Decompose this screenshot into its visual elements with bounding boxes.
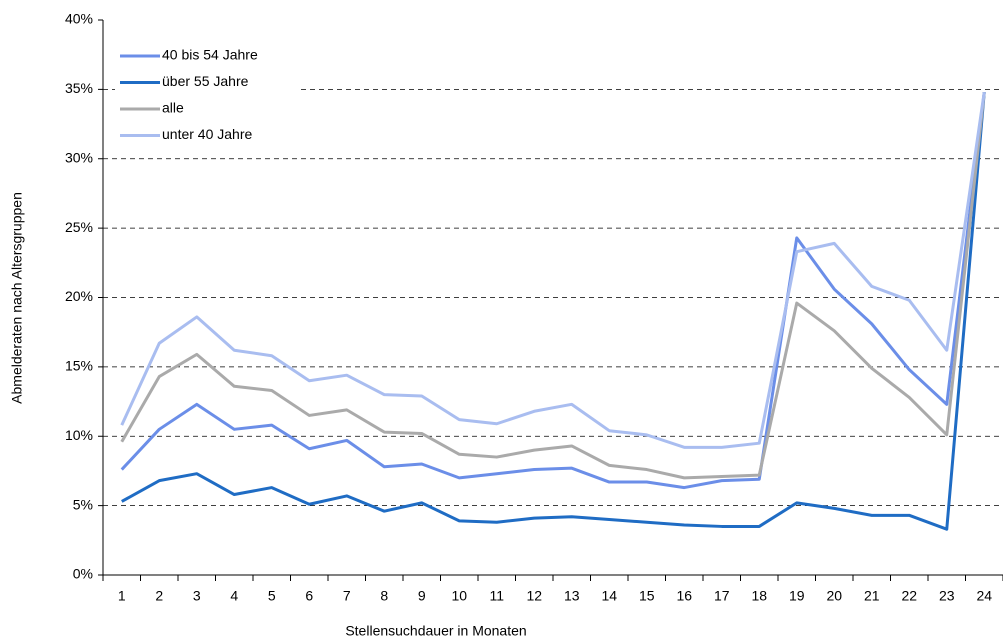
y-axis-label: Abmelderaten nach Altersgruppen bbox=[9, 192, 25, 404]
x-tick-label: 23 bbox=[939, 588, 955, 604]
x-tick-label: 3 bbox=[193, 588, 201, 604]
x-axis-label: Stellensuchdauer in Monaten bbox=[345, 623, 526, 639]
y-tick-label: 5% bbox=[73, 496, 93, 512]
x-tick-label: 1 bbox=[118, 588, 126, 604]
x-tick-label: 12 bbox=[526, 588, 542, 604]
x-tick-label: 6 bbox=[305, 588, 313, 604]
series-line bbox=[120, 91, 986, 449]
y-tick-label: 0% bbox=[73, 566, 93, 582]
series-line bbox=[120, 91, 986, 480]
legend-label: unter 40 Jahre bbox=[162, 126, 252, 142]
x-tick-label: 2 bbox=[155, 588, 163, 604]
x-tick-label: 18 bbox=[751, 588, 767, 604]
x-tick-label: 22 bbox=[901, 588, 917, 604]
y-tick-label: 35% bbox=[65, 80, 93, 96]
y-tick-label: 15% bbox=[65, 358, 93, 374]
legend-label: alle bbox=[162, 100, 184, 116]
legend-label: 40 bis 54 Jahre bbox=[162, 47, 258, 63]
legend-label: über 55 Jahre bbox=[162, 73, 249, 89]
x-tick-label: 21 bbox=[864, 588, 880, 604]
x-tick-label: 10 bbox=[451, 588, 467, 604]
legend-box bbox=[115, 30, 300, 144]
x-tick-label: 16 bbox=[676, 588, 692, 604]
x-tick-label: 7 bbox=[343, 588, 351, 604]
x-tick-label: 14 bbox=[601, 588, 617, 604]
x-tick-label: 24 bbox=[976, 588, 992, 604]
x-tick-label: 20 bbox=[826, 588, 842, 604]
x-tick-label: 13 bbox=[564, 588, 580, 604]
y-tick-label: 40% bbox=[65, 11, 93, 27]
x-tick-label: 17 bbox=[714, 588, 730, 604]
x-tick-label: 5 bbox=[268, 588, 276, 604]
y-tick-label: 25% bbox=[65, 219, 93, 235]
y-tick-label: 10% bbox=[65, 427, 93, 443]
x-tick-label: 9 bbox=[418, 588, 426, 604]
y-tick-label: 20% bbox=[65, 288, 93, 304]
x-tick-label: 8 bbox=[380, 588, 388, 604]
series-line bbox=[121, 92, 986, 531]
series-line bbox=[120, 91, 986, 490]
x-tick-label: 15 bbox=[639, 588, 655, 604]
y-tick-label: 30% bbox=[65, 149, 93, 165]
x-tick-label: 19 bbox=[789, 588, 805, 604]
x-tick-label: 11 bbox=[489, 588, 504, 604]
x-tick-label: 4 bbox=[230, 588, 238, 604]
